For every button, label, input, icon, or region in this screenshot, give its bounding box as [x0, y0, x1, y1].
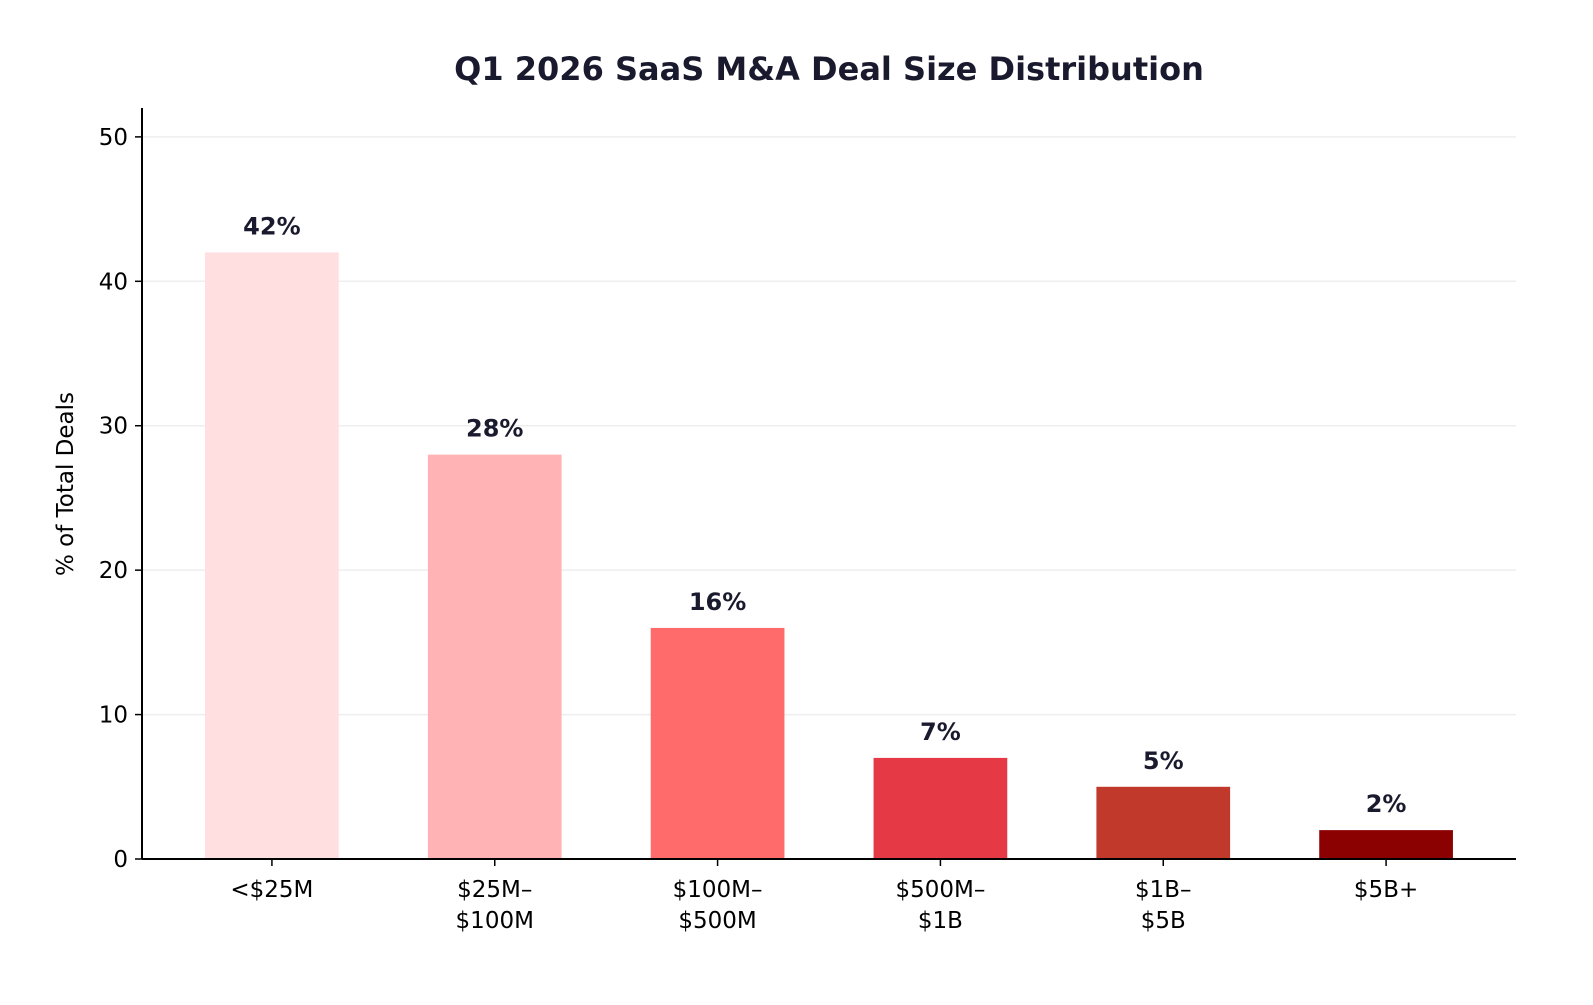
data-label: 42% — [243, 212, 300, 240]
y-axis-label: % of Total Deals — [53, 392, 79, 576]
x-tick-label: $1B– $5B — [1135, 877, 1192, 934]
x-tick-label: $5B+ — [1354, 877, 1418, 903]
bar — [1319, 830, 1453, 859]
y-tick-label: 20 — [99, 558, 128, 584]
y-tick-label: 50 — [99, 125, 128, 151]
data-label: 16% — [689, 588, 746, 616]
bar — [205, 252, 339, 859]
data-label: 7% — [920, 718, 961, 746]
x-tick-label: $500M– $1B — [895, 877, 985, 934]
data-label: 2% — [1366, 790, 1407, 818]
bar — [650, 627, 785, 859]
x-tick-label: $25M– $100M — [456, 877, 534, 934]
bar — [873, 757, 1008, 859]
x-tick-label: <$25M — [230, 877, 313, 903]
y-tick-label: 0 — [113, 847, 128, 873]
y-tick-label: 10 — [99, 703, 128, 729]
axes: 0 10 20 30 40 50 <$25M $25M– $100M $100M– $500M $50… — [99, 108, 1516, 934]
grid — [142, 136, 1516, 716]
bar — [1096, 786, 1231, 859]
chart-title: Q1 2026 SaaS M&A Deal Size Distribution — [454, 50, 1204, 88]
y-tick-label: 30 — [99, 414, 128, 440]
bar — [427, 454, 562, 859]
data-label: 28% — [466, 415, 523, 443]
data-label: 5% — [1143, 747, 1184, 775]
x-tick-label: $100M– $500M — [673, 877, 763, 934]
bars: 42% 28% 16% 7% 5% 2% — [205, 212, 1453, 859]
y-tick-label: 40 — [99, 269, 128, 295]
